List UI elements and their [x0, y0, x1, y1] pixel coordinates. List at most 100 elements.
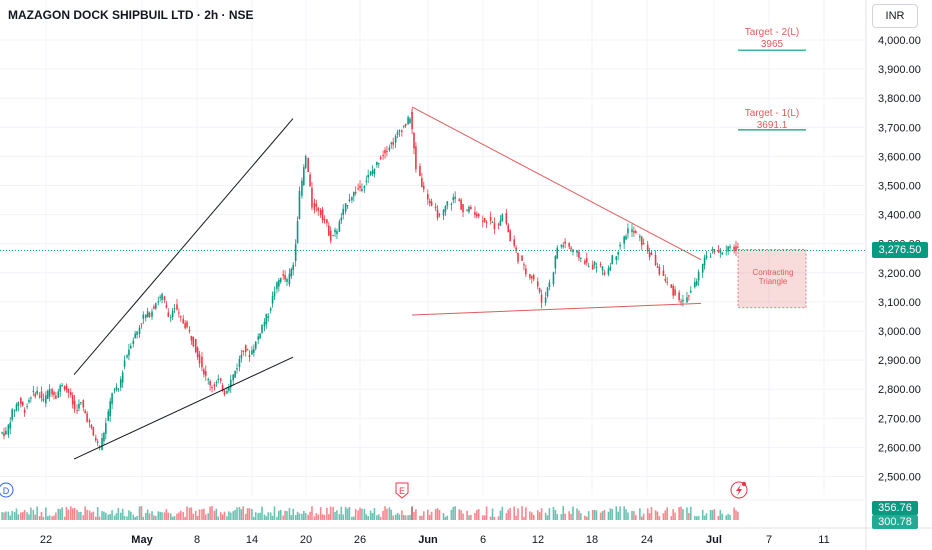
y-tick-label: 3,600.00: [878, 151, 921, 163]
candle-body: [328, 225, 330, 236]
volume-bar: [213, 510, 216, 520]
volume-bar: [411, 506, 413, 520]
y-tick-label: 3,200.00: [878, 268, 921, 280]
volume-bar: [686, 507, 688, 520]
candle-body: [584, 260, 586, 264]
volume-bar: [515, 515, 517, 520]
candle-body: [599, 264, 602, 266]
candle-body: [192, 336, 195, 347]
volume-bar: [42, 516, 45, 520]
y-tick-label: 2,900.00: [878, 355, 921, 367]
candle-body: [556, 247, 559, 259]
y-tick-label: 3,100.00: [878, 297, 921, 309]
candle-body: [386, 150, 388, 152]
volume-bar: [303, 511, 305, 520]
volume-bar: [627, 512, 629, 520]
candle-body: [128, 349, 130, 356]
y-tick-label: 2,500.00: [878, 472, 921, 484]
volume-bar: [242, 506, 245, 520]
candle-body: [344, 203, 347, 212]
candle-body: [109, 401, 111, 417]
candle-body: [694, 282, 696, 288]
volume-bar: [253, 516, 255, 520]
candle-body: [182, 318, 185, 324]
candle-body: [171, 310, 174, 317]
currency-button[interactable]: INR: [872, 4, 918, 28]
candle-body: [155, 303, 157, 309]
volume-bar: [525, 507, 527, 520]
volume-bar: [1, 512, 3, 520]
candle-body: [466, 209, 468, 211]
volume-bar: [11, 510, 13, 520]
x-tick-label: 22: [40, 534, 52, 546]
candle-body: [134, 333, 136, 339]
candle-body: [623, 236, 625, 244]
volume-bar: [580, 513, 582, 520]
candle-body: [562, 245, 565, 247]
volume-bar: [198, 509, 201, 520]
candle-body: [57, 391, 60, 398]
candle-body: [388, 147, 391, 151]
candle-body: [419, 166, 421, 176]
candle-body: [654, 255, 657, 266]
candle-body: [278, 279, 280, 287]
volume-bar: [578, 510, 580, 520]
volume-bar: [126, 516, 128, 520]
candle-body: [40, 391, 43, 399]
volume-bar: [721, 513, 723, 520]
volume-bar: [101, 511, 103, 520]
volume-bar: [376, 515, 378, 520]
volume-bar: [633, 511, 635, 520]
volume-bar: [284, 510, 286, 520]
candle-body: [84, 410, 86, 414]
volume-bar: [348, 507, 351, 520]
candle-body: [142, 314, 145, 319]
candle-body: [525, 268, 527, 275]
price-axis[interactable]: 4,000.00 3,900.00 3,800.00 3,700.00 3,600.00…: [878, 35, 921, 484]
volume-bar: [505, 513, 508, 520]
volume-bar: [288, 507, 291, 520]
candle-body: [568, 242, 570, 247]
candle-body: [265, 313, 268, 324]
volume-bar: [670, 516, 673, 520]
volume-bar: [474, 512, 476, 520]
candle-body: [727, 246, 729, 252]
candle-body: [71, 395, 74, 405]
candle-body: [587, 266, 590, 268]
volume-bar: [153, 515, 155, 520]
volume-bar: [332, 506, 334, 520]
volume-bar: [76, 509, 78, 520]
volume-bar: [232, 511, 235, 520]
volume-bar: [307, 514, 309, 520]
volume-bar: [319, 507, 322, 520]
volume-bar: [394, 514, 397, 520]
volume-bar: [55, 512, 57, 520]
volume-bar: [328, 514, 330, 520]
candle-body: [442, 209, 445, 216]
volume-bar: [7, 511, 10, 520]
last-price-tag: 3,276.50: [872, 242, 928, 258]
volume-bar: [648, 513, 651, 520]
volume-bar: [144, 512, 147, 520]
candle-body: [311, 187, 313, 208]
time-axis[interactable]: 22 May 8 14 20 26 Jun 6 12 18 24 Jul 7 11: [40, 534, 830, 546]
volume-bar: [63, 516, 66, 520]
volume-bar: [639, 508, 641, 520]
candle-body: [371, 170, 374, 174]
candle-body: [7, 424, 10, 435]
volume-bar: [697, 515, 700, 520]
candle-body: [46, 390, 49, 399]
volume-bar: [309, 511, 311, 520]
candle-body: [286, 279, 288, 282]
volume-bar: [163, 512, 166, 520]
candle-body: [421, 178, 423, 187]
volume-bar: [607, 511, 610, 520]
candle-body: [672, 285, 674, 296]
candle-body: [552, 272, 555, 285]
volume-bar: [727, 513, 729, 520]
chart-title[interactable]: MAZAGON DOCK SHIPBUIL LTD · 2h · NSE: [8, 8, 254, 22]
volume-bar: [491, 508, 494, 520]
volume-bar: [254, 512, 257, 520]
